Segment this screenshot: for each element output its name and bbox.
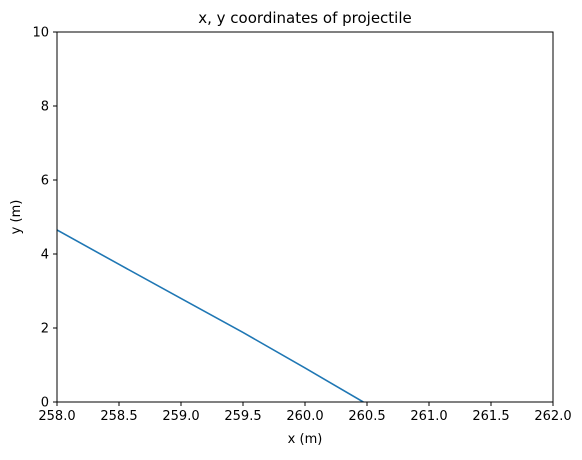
- x-tick-label: 258.5: [100, 409, 137, 424]
- y-tick-label: 6: [41, 174, 49, 189]
- y-tick-label: 4: [41, 248, 49, 263]
- y-axis-label: y (m): [9, 200, 24, 235]
- x-tick-label: 261.0: [410, 409, 447, 424]
- y-tick-label: 10: [32, 26, 49, 41]
- x-tick-label: 260.5: [348, 409, 385, 424]
- series-line-1: [57, 229, 364, 402]
- y-tick-label: 8: [41, 100, 49, 115]
- x-axis-ticks: 258.0 258.5 259.0 259.5 260.0 260.5 261.0 261.5…: [38, 402, 572, 424]
- x-tick-label: 259.5: [224, 409, 261, 424]
- y-tick-label: 0: [41, 396, 49, 411]
- y-tick-label: 2: [41, 322, 49, 337]
- y-axis-ticks: 0 2 4 6 8 10: [32, 26, 57, 411]
- axes-frame: [56, 31, 554, 403]
- plot-area: [56, 31, 554, 403]
- x-tick-label: 258.0: [38, 409, 75, 424]
- x-tick-label: 259.0: [162, 409, 199, 424]
- x-tick-label: 260.0: [286, 409, 323, 424]
- x-tick-label: 261.5: [472, 409, 509, 424]
- x-axis-label: x (m): [288, 432, 323, 447]
- x-tick-label: 262.0: [534, 409, 571, 424]
- chart-title: x, y coordinates of projectile: [198, 9, 412, 27]
